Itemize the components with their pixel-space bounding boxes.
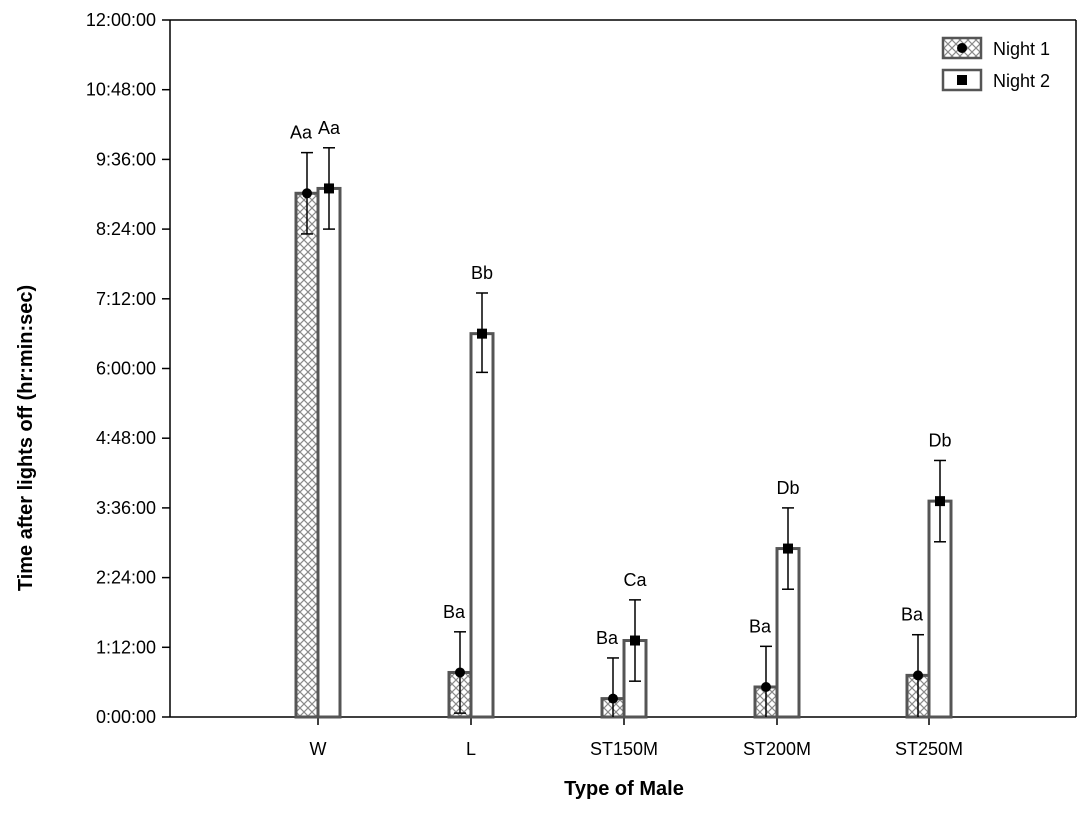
legend-label: Night 2	[993, 71, 1050, 91]
significance-label: Ba	[443, 602, 466, 622]
legend-marker-circle	[957, 43, 967, 53]
bar-night-2	[316, 186, 342, 719]
mean-marker-circle	[913, 670, 923, 681]
x-tick-label: ST250M	[895, 739, 963, 759]
significance-label: Aa	[318, 118, 341, 138]
x-tick-label: L	[466, 739, 476, 759]
mean-marker-circle	[455, 667, 465, 678]
mean-marker-square	[935, 496, 945, 507]
mean-marker-square	[630, 635, 640, 646]
x-axis-title: Type of Male	[564, 778, 684, 800]
mean-marker-square	[324, 183, 334, 194]
bar-night-2	[469, 332, 495, 719]
mean-marker-circle	[302, 188, 312, 199]
x-tick-label: W	[310, 739, 327, 759]
legend-marker-square	[957, 75, 967, 85]
significance-label: Ba	[749, 616, 772, 636]
y-tick-label: 9:36:00	[96, 149, 156, 169]
significance-label: Ba	[901, 605, 924, 625]
mean-marker-square	[783, 543, 793, 554]
y-tick-label: 6:00:00	[96, 359, 156, 379]
y-tick-label: 0:00:00	[96, 707, 156, 727]
y-tick-label: 1:12:00	[96, 637, 156, 657]
x-tick-label: ST200M	[743, 739, 811, 759]
mean-marker-circle	[608, 693, 618, 704]
significance-label: Aa	[290, 123, 313, 143]
significance-label: Ca	[623, 570, 647, 590]
significance-label: Bb	[471, 263, 493, 283]
significance-label: Db	[776, 478, 799, 498]
bar-night-1	[294, 191, 320, 719]
significance-label: Db	[928, 430, 951, 450]
mean-marker-circle	[761, 681, 771, 692]
y-tick-label: 8:24:00	[96, 219, 156, 239]
x-tick-label: ST150M	[590, 739, 658, 759]
y-tick-label: 7:12:00	[96, 289, 156, 309]
legend-label: Night 1	[993, 39, 1050, 59]
significance-label: Ba	[596, 628, 619, 648]
y-tick-label: 2:24:00	[96, 568, 156, 588]
y-tick-label: 12:00:00	[86, 10, 156, 30]
y-tick-label: 10:48:00	[86, 80, 156, 100]
y-axis-title: Time after lights off (hr:min:sec)	[15, 285, 37, 591]
mean-marker-square	[477, 328, 487, 339]
y-tick-label: 4:48:00	[96, 428, 156, 448]
y-tick-label: 3:36:00	[96, 498, 156, 518]
